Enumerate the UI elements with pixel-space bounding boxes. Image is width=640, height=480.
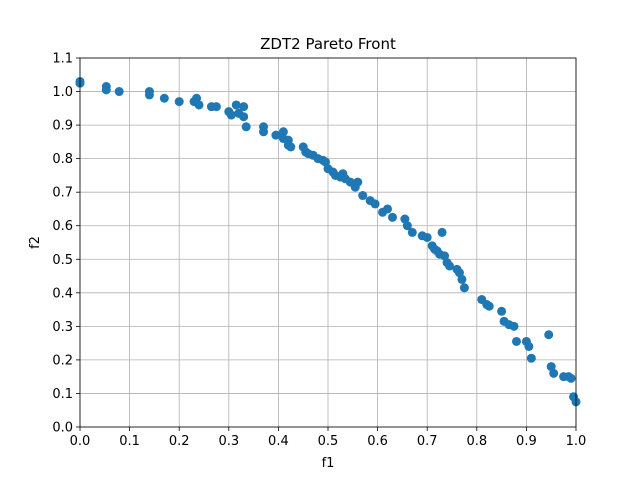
- data-point: [437, 227, 447, 237]
- data-point: [241, 122, 251, 132]
- data-point: [549, 368, 559, 378]
- data-point: [407, 227, 417, 237]
- data-point: [144, 90, 154, 100]
- data-point: [278, 127, 288, 137]
- y-tick-label: 0.6: [52, 219, 73, 234]
- data-point: [566, 373, 576, 383]
- y-tick-label: 1.0: [52, 85, 73, 100]
- data-point: [239, 112, 249, 122]
- data-point: [226, 110, 236, 120]
- data-point: [387, 212, 397, 222]
- data-point: [544, 330, 554, 340]
- x-tick-label: 0.7: [417, 434, 438, 449]
- x-tick-label: 0.3: [218, 434, 239, 449]
- x-tick-label: 0.9: [516, 434, 537, 449]
- data-point: [370, 199, 380, 209]
- data-point: [457, 274, 467, 284]
- data-point: [286, 142, 296, 152]
- chart-title: ZDT2 Pareto Front: [260, 35, 396, 53]
- x-tick-label: 0.4: [268, 434, 289, 449]
- data-point: [422, 232, 432, 242]
- data-point: [259, 127, 269, 137]
- data-point: [194, 100, 204, 110]
- x-axis-label: f1: [322, 456, 335, 471]
- data-point: [101, 85, 111, 95]
- data-point: [353, 177, 363, 187]
- y-tick-label: 0.5: [52, 253, 73, 268]
- data-point: [239, 102, 249, 112]
- y-tick-label: 0.4: [52, 286, 73, 301]
- data-point: [383, 204, 393, 214]
- y-axis-label: f2: [28, 236, 43, 249]
- y-tick-label: 0.9: [52, 119, 73, 134]
- y-axis-ticks: 0.0 0.1 0.2 0.3 0.4 0.5 0.6 0.7 0.8 0.9 1.0 1.1: [52, 52, 80, 436]
- data-point: [231, 100, 241, 110]
- y-tick-label: 0.1: [52, 387, 73, 402]
- data-point: [114, 87, 124, 97]
- data-point: [358, 191, 368, 201]
- data-point: [497, 306, 507, 316]
- y-tick-label: 0.2: [52, 353, 73, 368]
- x-tick-label: 0.0: [70, 434, 91, 449]
- data-point: [526, 353, 536, 363]
- x-tick-label: 0.8: [466, 434, 487, 449]
- y-tick-label: 0.7: [52, 186, 73, 201]
- data-point: [524, 341, 534, 351]
- data-point: [484, 301, 494, 311]
- grid-lines: [79, 57, 577, 428]
- data-points: [75, 76, 581, 407]
- data-point: [159, 93, 169, 103]
- x-tick-label: 0.6: [367, 434, 388, 449]
- y-tick-label: 0.3: [52, 320, 73, 335]
- x-tick-label: 1.0: [566, 434, 587, 449]
- data-point: [211, 102, 221, 112]
- data-point: [271, 130, 281, 140]
- x-tick-label: 0.5: [318, 434, 339, 449]
- data-point: [174, 97, 184, 107]
- x-tick-label: 0.2: [169, 434, 190, 449]
- y-tick-label: 1.1: [52, 52, 73, 67]
- y-tick-label: 0.0: [52, 421, 73, 436]
- x-axis-ticks: 0.0 0.1 0.2 0.3 0.4 0.5 0.6 0.7 0.8 0.9 1.0: [70, 427, 587, 449]
- y-tick-label: 0.8: [52, 152, 73, 167]
- data-point: [402, 221, 412, 231]
- data-point: [445, 261, 455, 271]
- data-point: [509, 321, 519, 331]
- x-tick-label: 0.1: [119, 434, 140, 449]
- data-point: [511, 336, 521, 346]
- data-point: [459, 283, 469, 293]
